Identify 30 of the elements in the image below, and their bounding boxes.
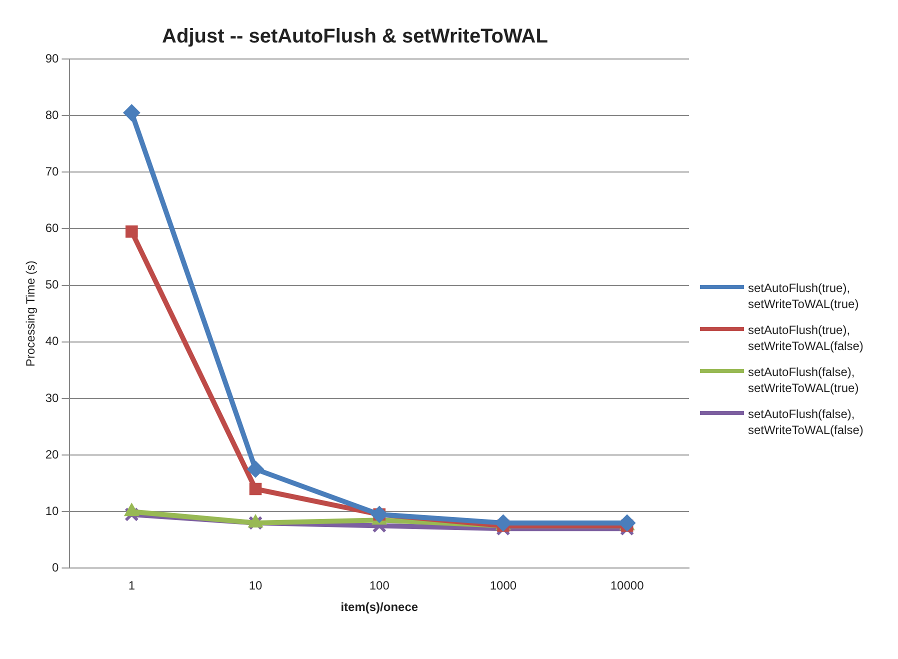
x-axis-title: item(s)/onece (340, 600, 418, 614)
y-tick-label: 90 (45, 51, 60, 66)
y-tick-label: 10 (45, 504, 60, 518)
y-axis-title: Processing Time (s) (24, 260, 38, 367)
y-tick-label: 30 (45, 390, 60, 405)
x-tick-label: 10 (248, 578, 263, 593)
x-tick-label: 1 (128, 578, 136, 593)
point (370, 506, 388, 523)
y-tick-label: 80 (45, 108, 60, 122)
y-tick-label: 0 (52, 560, 60, 575)
point (247, 460, 264, 478)
point (123, 104, 140, 122)
y-tick-label: 60 (45, 221, 60, 236)
chart-title: Adjust -- setAutoFlush & setWriteToWAL (162, 26, 548, 48)
legend-label: setAutoFlush(true), setWriteToWAL(false) (748, 322, 864, 354)
y-tick-label: 40 (45, 334, 60, 348)
point (248, 516, 263, 530)
x-tick-label: 10000 (610, 578, 644, 593)
point (126, 225, 138, 238)
legend-label: setAutoFlush(false), setWriteToWAL(false) (748, 406, 864, 438)
point (124, 507, 139, 522)
y-tick-label: 70 (45, 164, 60, 178)
legend-label: setAutoFlush(true), setWriteToWAL(true) (748, 280, 860, 312)
y-tick-label: 20 (45, 447, 60, 462)
x-tick-label: 100 (369, 578, 390, 593)
y-tick-label: 50 (45, 278, 60, 292)
point (618, 514, 636, 532)
legend-label: setAutoFlush(false), setWriteToWAL(true) (748, 364, 860, 396)
x-tick-label: 1000 (490, 578, 517, 593)
point (249, 482, 262, 496)
